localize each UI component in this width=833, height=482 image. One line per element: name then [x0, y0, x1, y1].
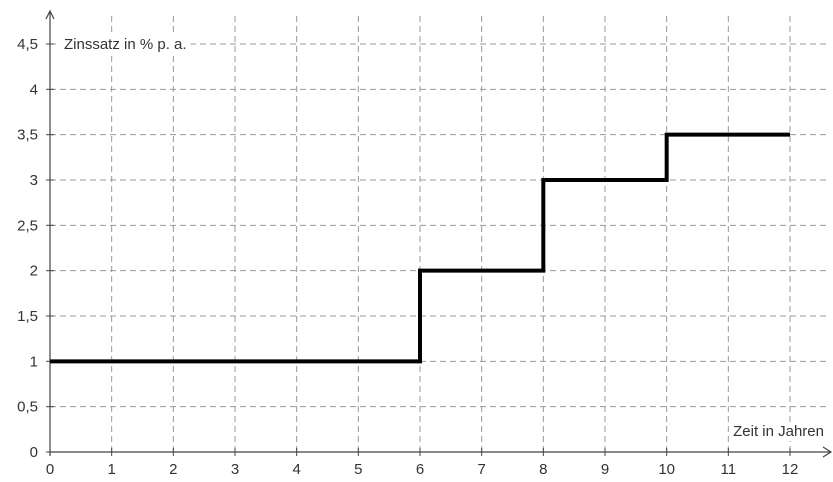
- x-tick-label: 2: [169, 461, 177, 478]
- y-tick-label: 0: [30, 444, 38, 461]
- x-axis-label-background: [729, 422, 828, 441]
- x-tick-label: 10: [658, 461, 675, 478]
- x-tick-label: 11: [721, 461, 737, 478]
- y-axis-label: Zinssatz in % p. a.: [64, 36, 187, 53]
- x-tick-label: 8: [539, 461, 547, 478]
- y-axis-arrow-icon: [45, 9, 55, 20]
- x-axis-label: Zeit in Jahren: [733, 423, 824, 440]
- x-tick-label: 4: [292, 461, 300, 478]
- x-tick-label: 0: [46, 461, 54, 478]
- x-tick-label: 5: [354, 461, 362, 478]
- y-tick-label: 1,5: [17, 308, 38, 325]
- axes: [45, 9, 833, 458]
- series: [50, 132, 790, 364]
- x-tick-label: 7: [477, 461, 485, 478]
- x-axis-arrow-icon: [822, 446, 833, 458]
- y-tick-label: 4,5: [17, 36, 38, 53]
- y-tick-label: 2: [30, 263, 38, 280]
- step-series-line: [50, 132, 790, 364]
- x-tick-label: 12: [782, 461, 799, 478]
- y-axis-label-background: [60, 35, 191, 54]
- y-tick-label: 2,5: [17, 217, 38, 234]
- y-tick-label: 4: [30, 81, 38, 98]
- axis-titles: Zinssatz in % p. a. Zeit in Jahren: [60, 35, 828, 441]
- y-tick-label: 0,5: [17, 399, 38, 416]
- x-tick-label: 9: [601, 461, 609, 478]
- x-tick-label: 6: [416, 461, 424, 478]
- x-tick-label: 3: [231, 461, 239, 478]
- y-tick-label: 3,5: [17, 127, 38, 144]
- grid: [50, 14, 828, 452]
- y-tick-label: 3: [30, 172, 38, 189]
- x-tick-label: 1: [107, 461, 115, 478]
- y-tick-label: 1: [30, 353, 38, 370]
- ticks: [46, 43, 791, 456]
